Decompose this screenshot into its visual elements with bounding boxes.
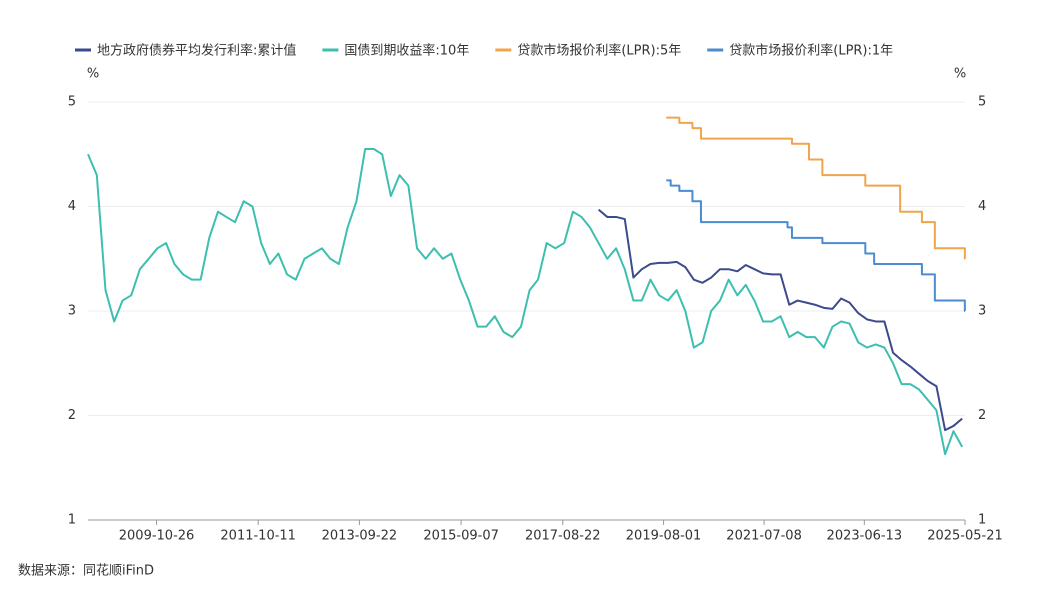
x-tick-label: 2013-09-22 <box>322 529 398 544</box>
legend-label: 贷款市场报价利率(LPR):5年 <box>517 43 681 59</box>
y2-unit: % <box>954 67 966 82</box>
legend-label: 地方政府债券平均发行利率:累计值 <box>97 43 296 59</box>
legend-label: 国债到期收益率:10年 <box>344 43 469 59</box>
x-tick-label: 2011-10-11 <box>220 529 296 544</box>
y2-tick-label: 3 <box>978 304 986 319</box>
y-tick-label: 3 <box>68 304 76 319</box>
series-line <box>666 116 966 260</box>
source-note: 数据来源：同花顺iFinD <box>18 563 154 579</box>
series-line <box>87 148 964 456</box>
x-tick-label: 2025-05-21 <box>927 529 1003 544</box>
y-tick-label: 5 <box>68 95 76 110</box>
y2-tick-label: 5 <box>978 95 986 110</box>
y-tick-label: 1 <box>68 513 76 528</box>
y-tick-label: 4 <box>68 199 76 214</box>
y2-tick-label: 4 <box>978 199 986 214</box>
series-line <box>597 208 963 432</box>
x-tick-label: 2023-06-13 <box>827 529 903 544</box>
y2-tick-label: 1 <box>978 513 986 528</box>
x-tick-label: 2015-09-07 <box>423 529 499 544</box>
series-line <box>666 179 966 312</box>
y-unit: % <box>87 67 99 82</box>
legend-label: 贷款市场报价利率(LPR):1年 <box>729 43 893 59</box>
x-tick-label: 2017-08-22 <box>525 529 601 544</box>
y2-tick-label: 2 <box>978 408 986 423</box>
x-tick-label: 2021-07-08 <box>726 529 802 544</box>
x-tick-label: 2019-08-01 <box>626 529 702 544</box>
y-tick-label: 2 <box>68 408 76 423</box>
x-tick-label: 2009-10-26 <box>119 529 195 544</box>
